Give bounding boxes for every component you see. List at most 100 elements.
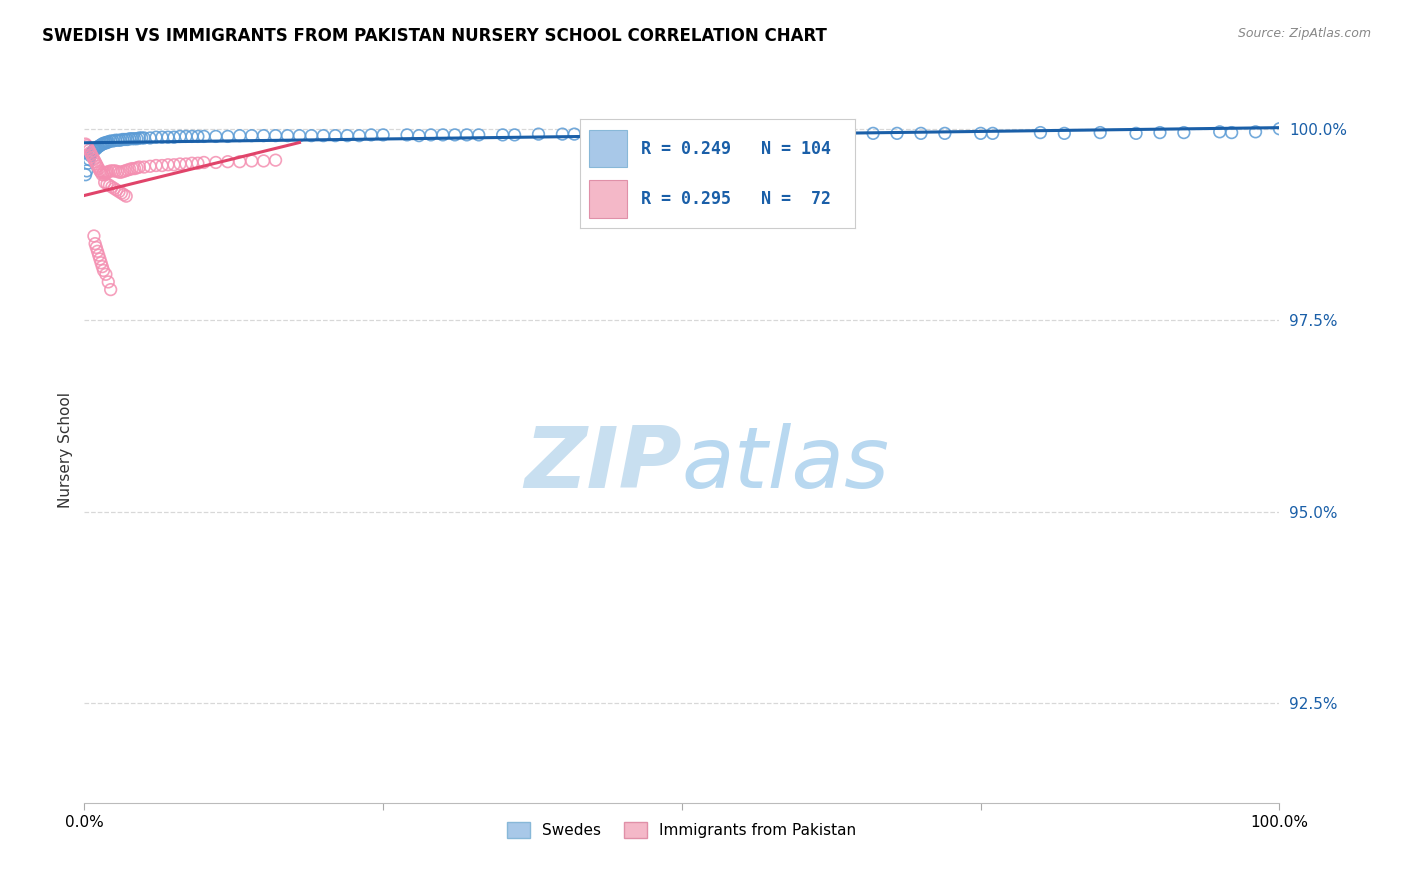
Point — [325, 128, 347, 143]
Point — [121, 161, 143, 176]
Point — [125, 132, 148, 146]
Point — [240, 153, 263, 168]
Point — [124, 132, 146, 146]
Point — [139, 131, 162, 145]
Point — [94, 166, 117, 180]
Point — [970, 127, 993, 141]
Point — [107, 133, 129, 147]
Point — [934, 127, 956, 141]
Point — [139, 159, 162, 173]
Point — [1220, 126, 1243, 140]
Point — [277, 128, 299, 143]
Text: SWEDISH VS IMMIGRANTS FROM PAKISTAN NURSERY SCHOOL CORRELATION CHART: SWEDISH VS IMMIGRANTS FROM PAKISTAN NURS… — [42, 27, 827, 45]
Point — [86, 159, 108, 173]
Point — [163, 130, 186, 145]
Point — [105, 183, 128, 197]
Point — [217, 129, 239, 144]
Text: ZIP: ZIP — [524, 423, 682, 506]
Point — [125, 161, 148, 175]
Point — [82, 145, 104, 159]
Point — [575, 127, 598, 141]
Point — [838, 127, 860, 141]
Point — [862, 127, 884, 141]
Point — [157, 158, 180, 172]
Point — [79, 148, 101, 162]
Point — [408, 128, 430, 143]
Point — [420, 128, 443, 142]
Point — [157, 130, 180, 145]
Point — [1053, 127, 1076, 141]
Point — [100, 164, 122, 178]
Point — [115, 189, 138, 203]
Point — [93, 136, 115, 151]
Point — [86, 157, 108, 171]
Point — [80, 148, 103, 162]
Point — [84, 143, 107, 157]
Point — [886, 127, 908, 141]
Point — [1125, 127, 1147, 141]
Text: Source: ZipAtlas.com: Source: ZipAtlas.com — [1237, 27, 1371, 40]
Point — [110, 133, 132, 147]
Point — [145, 130, 167, 145]
Point — [89, 252, 111, 266]
Point — [86, 240, 108, 254]
Point — [101, 134, 124, 148]
Point — [150, 130, 173, 145]
Point — [492, 128, 515, 142]
Point — [193, 129, 215, 144]
Point — [110, 186, 132, 200]
Point — [108, 185, 131, 199]
Point — [169, 157, 191, 171]
Point — [100, 283, 122, 297]
Point — [599, 127, 621, 141]
Point — [229, 128, 252, 143]
Point — [503, 128, 526, 142]
Point — [98, 178, 121, 193]
Point — [104, 133, 127, 147]
Point — [111, 132, 134, 146]
Point — [114, 164, 136, 178]
Point — [564, 127, 586, 141]
Point — [205, 155, 228, 169]
Point — [86, 244, 108, 259]
Text: atlas: atlas — [682, 423, 890, 506]
Point — [707, 127, 730, 141]
Point — [76, 164, 98, 178]
Point — [349, 128, 371, 143]
Point — [827, 127, 849, 141]
Point — [107, 164, 129, 178]
Point — [93, 165, 115, 179]
Point — [86, 140, 108, 154]
Point — [83, 229, 105, 244]
Point — [110, 165, 132, 179]
Point — [636, 127, 658, 141]
Point — [124, 161, 146, 176]
Point — [76, 138, 98, 153]
Point — [91, 260, 114, 274]
Point — [1090, 126, 1112, 140]
Point — [181, 156, 204, 170]
Point — [103, 181, 125, 195]
Point — [97, 135, 120, 149]
Point — [86, 142, 108, 156]
Point — [396, 128, 419, 142]
Point — [1268, 121, 1291, 136]
Point — [93, 175, 115, 189]
Point — [695, 127, 717, 141]
Point — [128, 160, 150, 174]
Point — [96, 177, 118, 191]
Y-axis label: Nursery School: Nursery School — [58, 392, 73, 508]
Point — [118, 132, 141, 146]
Point — [288, 128, 311, 143]
Point — [117, 132, 139, 146]
Point — [77, 153, 100, 167]
Point — [77, 143, 100, 157]
Point — [87, 248, 110, 262]
Point — [814, 127, 837, 141]
Point — [75, 137, 97, 152]
Point — [90, 137, 112, 152]
Point — [87, 161, 110, 176]
Point — [84, 154, 107, 169]
Point — [112, 187, 135, 202]
Point — [96, 136, 118, 150]
